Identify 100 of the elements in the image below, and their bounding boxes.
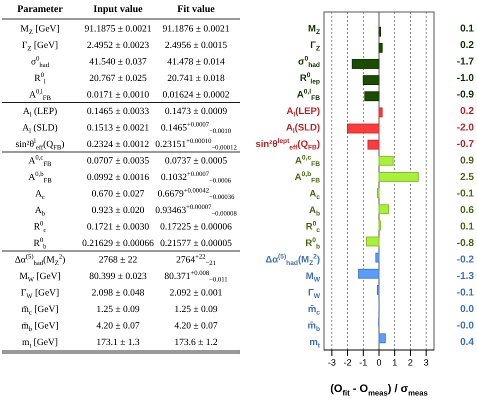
data-label: -1.3 bbox=[456, 270, 474, 282]
text: 91.1875 ± 0.0021 bbox=[84, 24, 152, 34]
text: 2.4952 ± 0.0023 bbox=[86, 40, 150, 51]
category-label: Δα$^{(5)}$$_{had}$(M$_{Z}$$^{2}$) bbox=[14, 253, 66, 268]
data-label: 0.2 bbox=[460, 106, 474, 117]
x-tick-label: 2 bbox=[408, 357, 413, 368]
text: 4.20 ± 0.07 bbox=[174, 321, 218, 332]
y-tick-label: M$_{Z}$ bbox=[308, 23, 320, 36]
text: 0.1473 ± 0.0009 bbox=[164, 106, 228, 117]
bar bbox=[375, 252, 380, 263]
bar bbox=[364, 91, 380, 102]
bar bbox=[366, 236, 380, 246]
bar bbox=[378, 204, 389, 214]
category-label: A$_{c}$ bbox=[35, 189, 45, 202]
bar bbox=[368, 140, 380, 150]
data-label: -1.7 bbox=[456, 56, 474, 68]
text: 41.540 ± 0.037 bbox=[89, 57, 147, 68]
bar bbox=[352, 59, 380, 69]
x-tick-label: 1 bbox=[392, 357, 398, 368]
text: 0.0992 ± 0.0016 bbox=[86, 172, 150, 183]
text: 4.20 ± 0.07 bbox=[96, 321, 140, 332]
data-label: -0.0 bbox=[456, 320, 474, 332]
category-label: m̄$_{b}$ [GeV] bbox=[21, 321, 59, 334]
y-tick-label: Γ$_{W}$ bbox=[308, 287, 321, 300]
data-label: 2.5 bbox=[460, 172, 474, 183]
category-label: A$_{l}$ (LEP) bbox=[22, 106, 58, 119]
text: 41.478 ± 0.014 bbox=[167, 57, 225, 68]
category-label: m$_{t}$ [GeV] bbox=[22, 338, 58, 350]
text: 0.670 ± 0.027 bbox=[92, 189, 144, 200]
y-tick-label: sin²θ$^{lept}$$_{eff}$(Q$_{FB}$) bbox=[255, 138, 320, 152]
bar bbox=[378, 107, 383, 118]
text: 0.21629 ± 0.00066 bbox=[82, 238, 154, 249]
data-label: 0.1 bbox=[460, 221, 474, 232]
text: 2.098 ± 0.048 bbox=[92, 288, 144, 298]
category-label: M$_{Z}$ [GeV] bbox=[20, 24, 60, 36]
bar bbox=[378, 333, 386, 344]
data-label: 0.0 bbox=[460, 304, 474, 315]
x-tick-label: -3 bbox=[328, 357, 336, 368]
bar bbox=[362, 75, 380, 86]
data-label: -2.0 bbox=[456, 122, 474, 134]
y-tick-label: m̄$_{c}$ bbox=[308, 304, 320, 317]
y-tick-label: A$_{l}$(LEP) bbox=[286, 106, 320, 119]
category-label: sin²θ$^{l}$$_{eff}$(Q$_{FB}$) bbox=[16, 138, 64, 152]
x-tick-label: 0 bbox=[376, 357, 382, 368]
text: 173.1 ± 1.3 bbox=[96, 338, 140, 348]
bar bbox=[347, 124, 380, 134]
data-label: 0.2 bbox=[460, 40, 474, 51]
text: 0.17225 ± 0.00006 bbox=[160, 222, 232, 232]
data-label: 0.6 bbox=[460, 204, 474, 216]
category-label: Γ$_{W}$ [GeV] bbox=[20, 288, 60, 300]
category-label: A$_{b}$ bbox=[34, 206, 46, 218]
y-tick-label: m$_{t}$ bbox=[309, 336, 321, 350]
text: 0.01624 ± 0.0002 bbox=[162, 90, 230, 100]
category-label: A$_{l}$ (SLD) bbox=[22, 123, 58, 136]
text: 0.1513 ± 0.0021 bbox=[86, 123, 150, 134]
bar bbox=[378, 156, 394, 166]
text: 2.092 ± 0.001 bbox=[170, 288, 222, 298]
y-tick-label: M$_{W}$ bbox=[306, 270, 321, 284]
data-label: 0.4 bbox=[460, 336, 474, 348]
data-label: -0.1 bbox=[456, 188, 474, 200]
bar bbox=[378, 42, 383, 53]
text: 2768 ± 22 bbox=[98, 255, 138, 266]
category-label: Γ$_{Z}$ [GeV] bbox=[22, 40, 58, 53]
data-label: -0.8 bbox=[456, 238, 474, 249]
text: 20.741 ± 0.018 bbox=[167, 74, 225, 84]
text: 80.399 ± 0.023 bbox=[89, 272, 147, 282]
data-label: 0.9 bbox=[460, 155, 474, 166]
data-label: 0.1 bbox=[460, 23, 474, 34]
data-label: -0.7 bbox=[456, 138, 474, 150]
text: 0.0171 ± 0.0010 bbox=[86, 90, 150, 100]
text: 2.4956 ± 0.0015 bbox=[164, 40, 228, 51]
bar bbox=[378, 172, 419, 182]
y-tick-label: A$_{c}$ bbox=[309, 188, 320, 202]
data-label: -0.2 bbox=[456, 254, 474, 266]
category-label: M$_{W}$ [GeV] bbox=[19, 272, 61, 284]
text: 173.6 ± 1.2 bbox=[174, 338, 218, 348]
y-tick-label: A$_{b}$ bbox=[309, 204, 320, 218]
x-axis-title: (O$_{fit}$ - O$_{meas}$) / σ$_{meas}$ bbox=[330, 383, 428, 398]
text: 0.21577 ± 0.00005 bbox=[160, 238, 232, 249]
x-tick-label: -1 bbox=[359, 357, 368, 368]
y-tick-label: m̄$_{b}$ bbox=[307, 320, 320, 334]
category-label: Input value bbox=[93, 4, 144, 15]
text: 0.0707 ± 0.0035 bbox=[86, 156, 150, 166]
text: 0.1721 ± 0.0030 bbox=[86, 222, 150, 232]
category-label: m̄$_{c}$ [GeV] bbox=[22, 304, 58, 317]
text: 0.923 ± 0.020 bbox=[92, 206, 144, 216]
text: 20.767 ± 0.025 bbox=[89, 74, 147, 84]
text: 0.2324 ± 0.0012 bbox=[86, 140, 150, 150]
text: 0.1465 ± 0.0033 bbox=[86, 106, 150, 117]
text: 91.1876 ± 0.0021 bbox=[162, 24, 230, 34]
text: 0.0737 ± 0.0005 bbox=[164, 156, 228, 166]
y-tick-label: A$_{l}$(SLD) bbox=[286, 122, 320, 136]
data-label: -1.0 bbox=[456, 72, 474, 84]
data-label: -0.1 bbox=[456, 287, 474, 298]
text: 1.25 ± 0.09 bbox=[174, 304, 218, 315]
bar bbox=[358, 268, 380, 279]
category-label: Fit value bbox=[177, 4, 216, 15]
x-tick-label: 3 bbox=[424, 357, 429, 368]
y-tick-label: Γ$_{Z}$ bbox=[310, 40, 320, 53]
category-label: Parameter bbox=[17, 4, 64, 15]
